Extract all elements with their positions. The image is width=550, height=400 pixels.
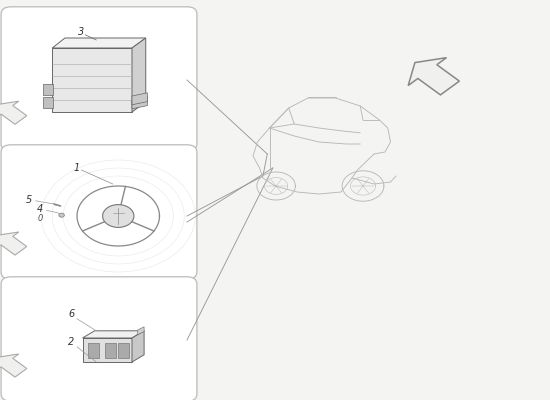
Polygon shape <box>0 101 27 124</box>
Text: 1: 1 <box>74 163 80 173</box>
Polygon shape <box>43 97 53 108</box>
Polygon shape <box>0 354 27 377</box>
Text: 3: 3 <box>78 27 85 37</box>
Polygon shape <box>43 84 53 95</box>
Polygon shape <box>82 331 144 338</box>
Polygon shape <box>132 331 144 362</box>
Polygon shape <box>138 327 144 335</box>
FancyBboxPatch shape <box>1 277 197 400</box>
Bar <box>104 343 116 358</box>
Circle shape <box>102 204 134 227</box>
Text: 6: 6 <box>68 309 75 319</box>
Bar <box>88 343 99 358</box>
Polygon shape <box>132 38 146 112</box>
Polygon shape <box>132 93 147 105</box>
Circle shape <box>59 213 64 217</box>
Polygon shape <box>52 38 146 48</box>
FancyBboxPatch shape <box>1 7 197 151</box>
Polygon shape <box>82 338 132 362</box>
Text: 5: 5 <box>26 194 32 204</box>
Text: 2: 2 <box>68 337 75 347</box>
FancyBboxPatch shape <box>1 145 197 279</box>
Text: 4: 4 <box>37 204 43 214</box>
Polygon shape <box>52 48 132 112</box>
Polygon shape <box>408 58 459 95</box>
Polygon shape <box>0 232 27 255</box>
Polygon shape <box>132 97 147 109</box>
Bar <box>118 343 129 358</box>
Text: 0: 0 <box>37 214 43 223</box>
